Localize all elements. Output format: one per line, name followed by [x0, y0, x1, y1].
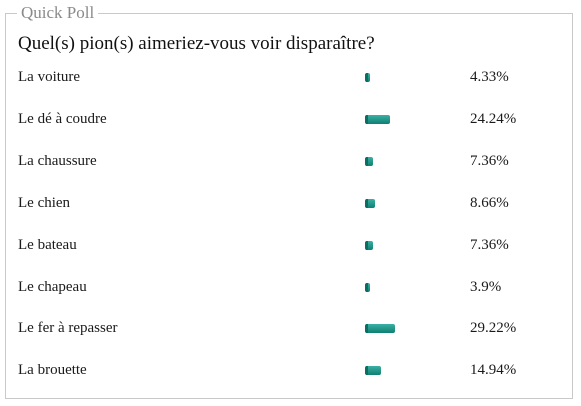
- result-bar: [365, 157, 373, 166]
- option-percent: 24.24%: [470, 111, 517, 127]
- poll-question: Quel(s) pion(s) aimeriez-vous voir dispa…: [18, 33, 375, 54]
- option-label: Le bateau: [18, 237, 77, 253]
- result-bar: [365, 324, 395, 333]
- option-label: Le fer à repasser: [18, 320, 118, 336]
- option-label: Le chapeau: [18, 279, 87, 295]
- poll-option: Le bateau 7.36%: [0, 235, 581, 259]
- result-bar: [365, 241, 373, 250]
- option-percent: 4.33%: [470, 69, 509, 85]
- result-bar: [365, 366, 381, 375]
- poll-option: Le fer à repasser 29.22%: [0, 318, 581, 342]
- result-bar: [365, 199, 375, 208]
- option-percent: 14.94%: [470, 362, 517, 378]
- poll-title: Quick Poll: [17, 3, 99, 23]
- poll-option: Le dé à coudre 24.24%: [0, 109, 581, 133]
- option-percent: 29.22%: [470, 320, 517, 336]
- result-bar: [365, 73, 370, 82]
- option-label: Le dé à coudre: [18, 111, 107, 127]
- option-label: La chaussure: [18, 153, 97, 169]
- result-bar: [365, 115, 390, 124]
- option-label: La brouette: [18, 362, 87, 378]
- option-label: Le chien: [18, 195, 71, 211]
- result-bar: [365, 283, 370, 292]
- option-percent: 7.36%: [470, 237, 509, 253]
- option-percent: 3.9%: [470, 279, 502, 295]
- poll-box: [5, 13, 573, 399]
- option-percent: 7.36%: [470, 153, 509, 169]
- poll-option: La voiture 4.33%: [0, 67, 581, 91]
- poll-option: Le chapeau 3.9%: [0, 277, 581, 301]
- poll-option: La chaussure 7.36%: [0, 151, 581, 175]
- poll-option: Le chien 8.66%: [0, 193, 581, 217]
- option-percent: 8.66%: [470, 195, 509, 211]
- poll-option: La brouette 14.94%: [0, 360, 581, 384]
- option-label: La voiture: [18, 69, 81, 85]
